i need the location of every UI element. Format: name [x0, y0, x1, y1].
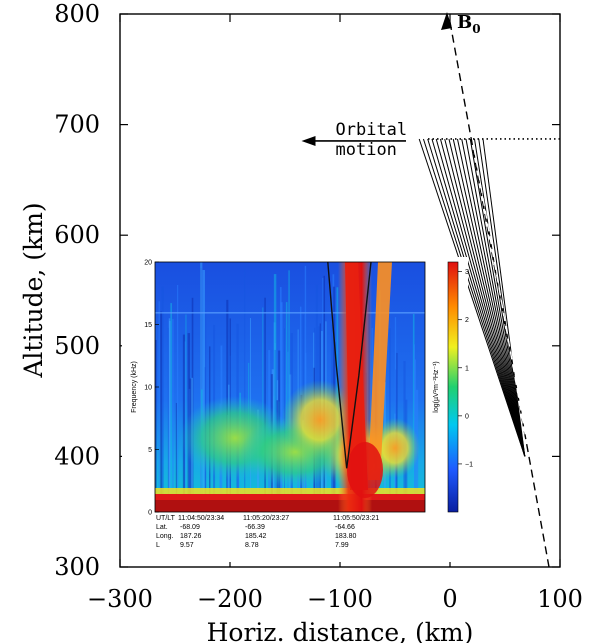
v-shape-right-branch [346, 262, 372, 469]
spectrogram-streak [414, 344, 416, 512]
x-axis-label: Horiz. distance, (km) [207, 618, 474, 643]
colorbar-tick-label: −1 [465, 461, 473, 468]
spec-y-tick-label: 5 [148, 447, 152, 454]
ray-line [478, 138, 526, 457]
colorbar [447, 261, 459, 513]
spectrogram-streak [168, 318, 171, 512]
spectrogram-streak [412, 313, 415, 512]
ray-line [435, 138, 526, 457]
eph-label-l: L [156, 542, 160, 549]
spectrogram-streak [175, 402, 177, 512]
eph-col1-time: 11:04:50/23:34 [178, 515, 224, 522]
eph-col1-lat: -68.09 [180, 524, 200, 531]
spectrogram-streak [202, 270, 205, 512]
eph-col3-l: 7.99 [335, 542, 349, 549]
ray-line [448, 138, 526, 457]
eph-col2-long: 185.42 [245, 533, 267, 540]
eph-col1-long: 187.26 [180, 533, 202, 540]
ephemeris-table: UT/LT Lat. Long. L 11:04:50/23:34 -68.09… [156, 515, 379, 549]
x-tick-label: −300 [87, 585, 153, 613]
eph-label-long: Long. [156, 533, 174, 540]
spec-y-tick-label: 10 [144, 385, 152, 392]
ray-line [418, 138, 526, 457]
spectrogram-y-ticks: 0 5 10 15 20 [144, 260, 159, 517]
eph-col3-long: 183.80 [335, 533, 357, 540]
x-tick-label: 0 [442, 585, 457, 613]
y-axis-label: Altitude, (km) [19, 202, 48, 378]
colorbar-tick-label: 3 [465, 269, 469, 276]
x-tick-label: −200 [197, 585, 263, 613]
x-tick-label: −100 [307, 585, 373, 613]
spectrogram-streak [244, 266, 246, 512]
spectrogram-streak [280, 302, 283, 512]
eph-col1-l: 9.57 [180, 542, 194, 549]
ray-line [422, 138, 526, 457]
spectrogram-y-label: Frequency (kHz) [131, 361, 138, 413]
spectrogram-streak [155, 339, 157, 512]
ray-fan [418, 138, 526, 457]
y-tick-label: 700 [54, 111, 100, 139]
y-tick-label: 800 [54, 0, 100, 28]
v-shape-left-branch [327, 262, 348, 469]
colorbar-tick-label: 0 [465, 413, 469, 420]
eph-col3-lat: -64.66 [335, 524, 355, 531]
eph-col3-time: 11:05:50/23:21 [333, 515, 379, 522]
y-tick-label: 300 [54, 553, 100, 581]
colorbar-label: log(µV²m⁻²Hz⁻¹) [433, 361, 440, 412]
colorbar-tick-label: 1 [465, 365, 469, 372]
y-tick-label: 400 [54, 442, 100, 470]
eph-col2-lat: -66.39 [245, 524, 265, 531]
orbital-motion-label-line2: motion [336, 140, 397, 160]
spectrogram-streak [200, 262, 203, 512]
spec-y-tick-label: 0 [148, 510, 152, 517]
spec-y-tick-label: 15 [144, 322, 152, 329]
spectrogram-streak [288, 270, 290, 512]
ray-line [439, 138, 526, 457]
ray-line [469, 138, 526, 457]
ray-line [431, 138, 526, 457]
spec-y-tick-label: 20 [144, 260, 152, 267]
b0-field-line-overlay [473, 146, 526, 435]
ray-line [465, 138, 526, 457]
spectrogram-streak [158, 301, 160, 512]
spectrogram-streak [161, 286, 164, 512]
ray-line [482, 138, 526, 457]
orbital-motion-arrow-head [301, 135, 316, 146]
spectrogram-image [155, 262, 425, 512]
spectrogram-streak [170, 303, 173, 512]
b0-arrow-head [441, 12, 452, 30]
colorbar-tick-label: 2 [465, 317, 469, 324]
y-tick-label: 600 [54, 221, 100, 249]
orbital-motion-label-line1: Orbital [336, 120, 408, 140]
spectrogram-streak [172, 318, 174, 512]
eph-col2-time: 11:05:20/23:27 [243, 515, 289, 522]
spectrogram-streak [160, 311, 163, 512]
eph-col2-l: 8.78 [245, 542, 259, 549]
eph-label-ut: UT/LT [156, 515, 176, 522]
x-axis-ticks: −300 −200 −100 0 100 [87, 14, 583, 613]
ray-line [444, 138, 526, 457]
ray-line [461, 138, 526, 457]
ray-line [456, 138, 526, 457]
y-tick-label: 500 [54, 332, 100, 360]
b0-label: B0 [457, 12, 481, 36]
ray-line [452, 138, 526, 457]
ray-line [427, 138, 526, 457]
colorbar-ticks: 3 2 1 0 −1 [458, 269, 473, 468]
spectrogram-streak [185, 314, 187, 512]
eph-label-lat: Lat. [156, 524, 168, 531]
x-tick-label: 100 [537, 585, 583, 613]
spectrogram-streak [177, 285, 179, 512]
b0-field-line [449, 21, 550, 568]
